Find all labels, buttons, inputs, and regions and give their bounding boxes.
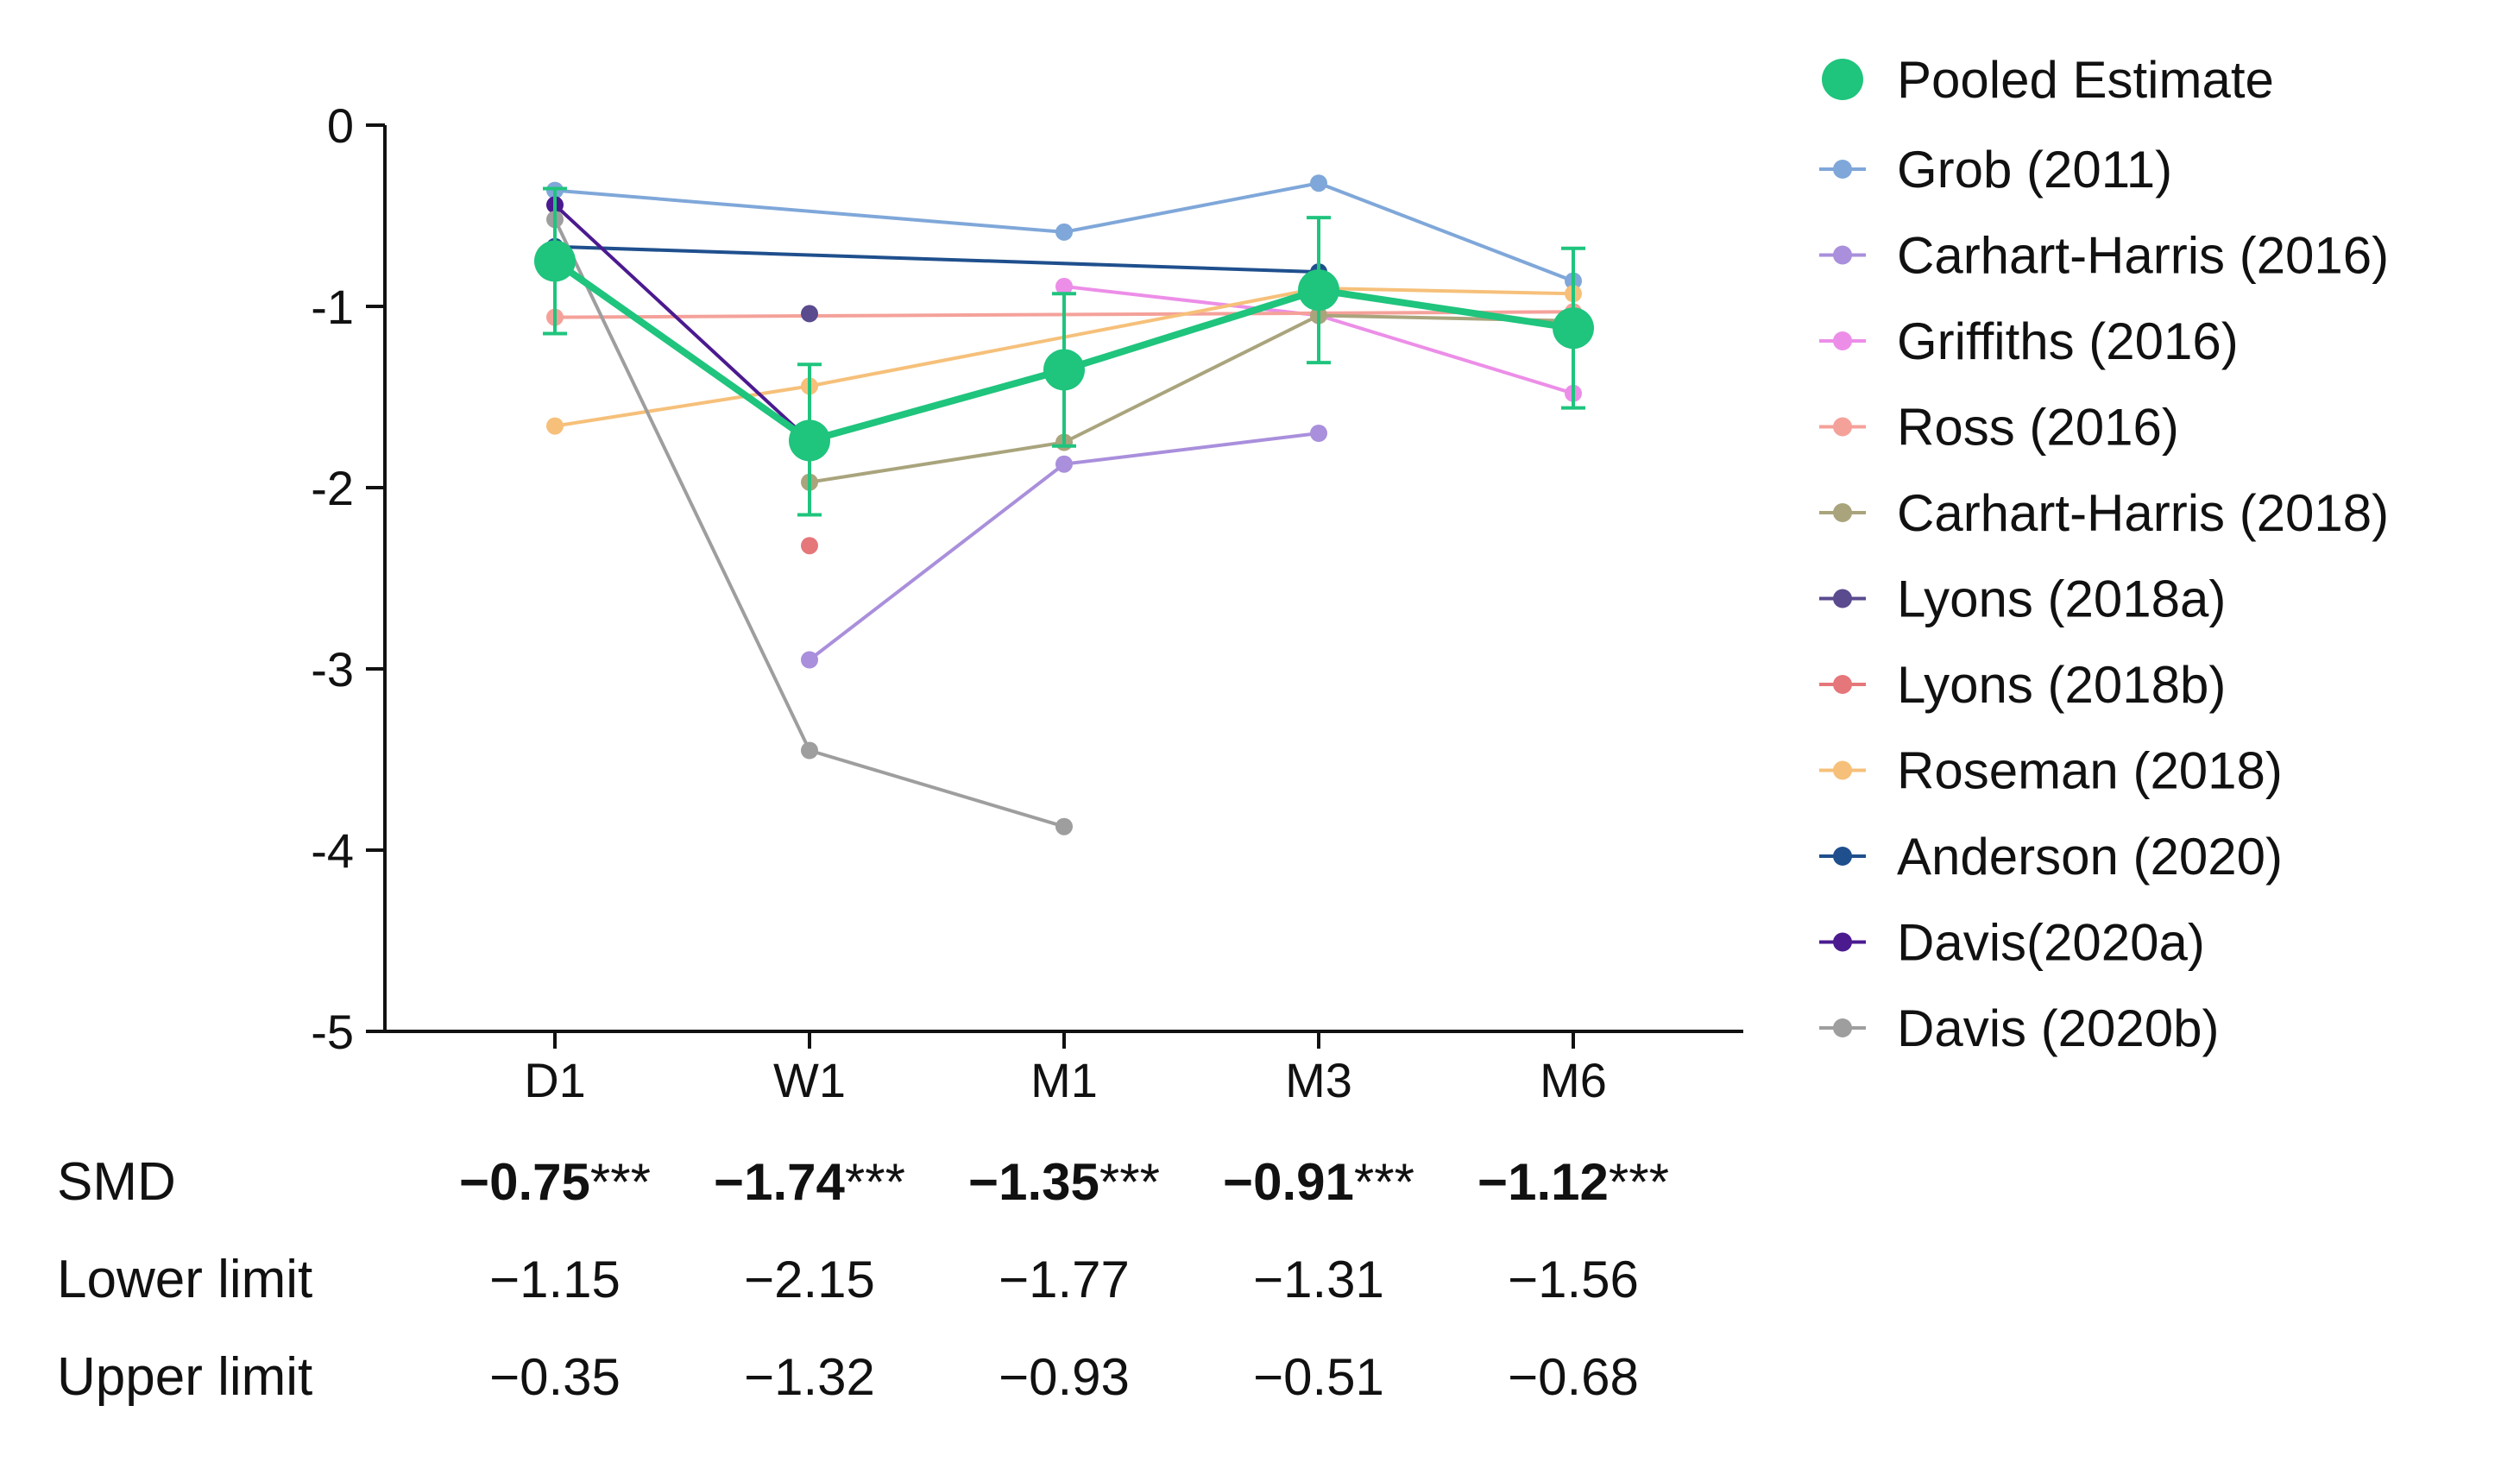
legend-label: Davis(2020a)	[1897, 914, 2205, 972]
table-cell: −1.12***	[1477, 1153, 1669, 1211]
x-tick-label: W1	[773, 1053, 846, 1107]
y-tick-label: -4	[311, 823, 354, 878]
series-group	[801, 537, 818, 555]
table-cell-value: −1.35	[968, 1153, 1099, 1211]
x-tick-label: D1	[524, 1053, 586, 1107]
x-tick-label: M1	[1030, 1053, 1098, 1107]
table-cell-significance: ***	[1609, 1153, 1669, 1211]
legend-label: Lyons (2018b)	[1897, 656, 2226, 714]
table-cell-significance: ***	[590, 1153, 651, 1211]
legend-marker	[1833, 847, 1852, 866]
table-cell: −1.74***	[714, 1153, 905, 1211]
legend-marker	[1833, 932, 1852, 952]
legend-label: Carhart-Harris (2018)	[1897, 484, 2389, 542]
legend-marker	[1822, 59, 1863, 100]
legend-label: Roseman (2018)	[1897, 742, 2283, 800]
legend-marker	[1833, 245, 1852, 265]
table-cell: −1.31	[1253, 1251, 1384, 1308]
table-cell: −1.15	[489, 1251, 621, 1308]
series-point	[1310, 174, 1327, 192]
series-point	[1310, 425, 1327, 442]
series-line	[553, 203, 811, 442]
series-group	[801, 306, 1582, 491]
series-point	[546, 417, 564, 435]
legend-marker	[1833, 760, 1852, 780]
series-point	[801, 651, 818, 669]
table-cell-significance: ***	[845, 1153, 905, 1211]
legend-label: Lyons (2018a)	[1897, 570, 2226, 628]
legend-label: Griffiths (2016)	[1897, 312, 2239, 370]
series-group	[801, 305, 818, 323]
table-row-label: Lower limit	[57, 1250, 312, 1309]
y-tick-label: 0	[327, 98, 354, 153]
summary-table: SMD −0.75*** −1.74*** −1.35*** −0.91*** −1.12…	[57, 1152, 1669, 1407]
table-row-label: SMD	[57, 1152, 176, 1212]
series-group	[546, 237, 1327, 281]
table-cell: −1.56	[1508, 1251, 1639, 1308]
series-point	[1055, 223, 1073, 241]
series-group	[546, 196, 818, 450]
table-cell: −0.91***	[1223, 1153, 1414, 1211]
legend-label: Ross (2016)	[1897, 399, 2179, 457]
table-cell: −1.32	[744, 1348, 875, 1406]
table-cell: −0.68	[1508, 1348, 1639, 1406]
series-line	[554, 244, 1320, 274]
x-tick-label: M6	[1540, 1053, 1607, 1107]
pooled-point	[534, 240, 576, 282]
pooled-point	[1298, 269, 1339, 312]
y-tick-label: -3	[311, 642, 354, 697]
table-cell-value: −0.75	[459, 1153, 590, 1211]
pooled-group	[534, 186, 1594, 517]
pooled-point	[1043, 349, 1085, 391]
legend-marker	[1833, 417, 1852, 437]
table-cell-value: −1.74	[714, 1153, 845, 1211]
series-line	[809, 313, 1574, 484]
series-line	[554, 181, 1574, 283]
legend-label: Grob (2011)	[1897, 141, 2172, 199]
legend-marker	[1833, 160, 1852, 179]
series-point	[1055, 455, 1073, 473]
series-group	[546, 174, 1582, 290]
table-cell: −0.35	[489, 1348, 621, 1406]
y-tick-label: -2	[311, 461, 354, 515]
legend-label: Anderson (2020)	[1897, 828, 2283, 886]
series-point	[801, 741, 818, 760]
table-cell-significance: ***	[1099, 1153, 1160, 1211]
table-cell: −0.93	[999, 1348, 1130, 1406]
table-cell-value: −0.91	[1223, 1153, 1354, 1211]
x-tick-label: M3	[1285, 1053, 1352, 1107]
series-point	[801, 537, 818, 555]
table-cell: −1.35***	[968, 1153, 1160, 1211]
legend-label: Davis (2020b)	[1897, 999, 2220, 1057]
pooled-point	[789, 419, 830, 462]
table-cell: −2.15	[744, 1251, 875, 1308]
legend-marker	[1833, 589, 1852, 608]
series-point	[1055, 277, 1073, 295]
series-point	[801, 305, 818, 323]
pooled-point	[1553, 307, 1594, 350]
table-cell-significance: ***	[1354, 1153, 1414, 1211]
legend-marker	[1833, 331, 1852, 350]
series-group	[801, 425, 1327, 669]
legend-label: Pooled Estimate	[1897, 51, 2274, 109]
legend: Pooled Estimate Grob (2011) Carhart-Harris…	[1819, 51, 2389, 1057]
table-cell: −1.77	[999, 1251, 1130, 1308]
table-cell: −0.51	[1253, 1348, 1384, 1406]
series-point	[1055, 817, 1073, 835]
legend-label: Carhart-Harris (2016)	[1897, 227, 2389, 285]
table-cell-value: −1.12	[1477, 1153, 1609, 1211]
legend-marker	[1833, 675, 1852, 694]
series-group	[546, 211, 1073, 835]
y-tick-label: -1	[311, 280, 354, 334]
table-cell: −0.75***	[459, 1153, 651, 1211]
table-row-label: Upper limit	[57, 1347, 312, 1407]
y-tick-label: -5	[311, 1005, 354, 1059]
legend-marker	[1833, 503, 1852, 522]
legend-marker	[1833, 1018, 1852, 1037]
